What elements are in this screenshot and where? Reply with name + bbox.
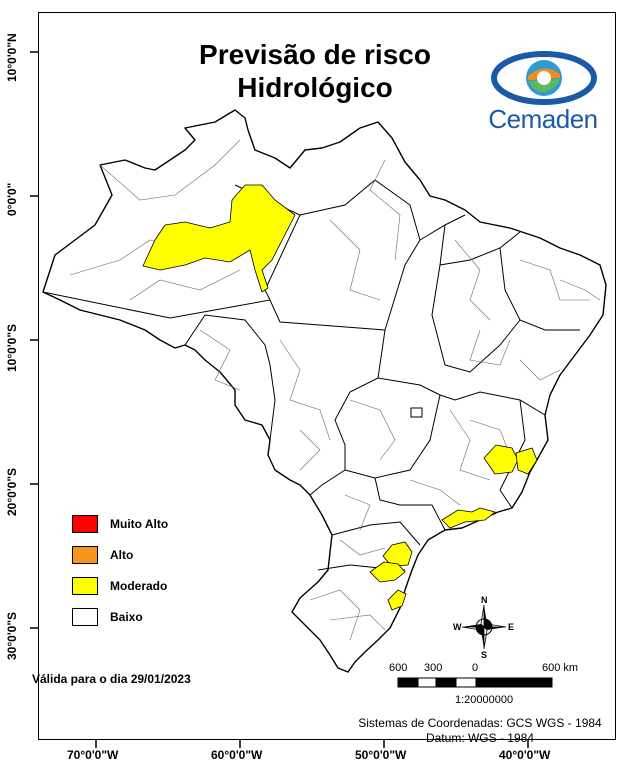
compass-e: E [508, 622, 515, 632]
title-line-2: Hidrológico [237, 72, 393, 103]
map-title: Previsão de risco Hidrológico [150, 38, 480, 104]
legend-item-muito-alto: Muito Alto [72, 508, 168, 539]
lon-label-40w: 40°0'0"W [499, 748, 551, 762]
legend-item-baixo: Baixo [72, 601, 168, 632]
lat-label-10s: 10°0'0"S [5, 323, 19, 372]
lon-label-70w: 70°0'0"W [67, 748, 119, 762]
legend-label-muito-alto: Muito Alto [110, 516, 169, 531]
compass-s: S [481, 650, 488, 660]
legend-swatch-alto [72, 545, 98, 564]
coordinate-system: Sistemas de Coordenadas: GCS WGS - 1984 … [350, 716, 610, 746]
compass-rose [461, 604, 507, 650]
lat-label-20s: 20°0'0"S [5, 467, 19, 516]
risk-area-santa-catarina [369, 561, 406, 583]
title-line-1: Previsão de risco [199, 39, 431, 70]
legend-item-moderado: Moderado [72, 570, 168, 601]
risk-area-amazonas [142, 184, 296, 293]
legend-label-moderado: Moderado [110, 578, 168, 593]
logo-text: Cemaden [488, 104, 598, 134]
lon-label-50w: 50°0'0"W [355, 748, 407, 762]
legend-label-baixo: Baixo [110, 609, 143, 624]
eye-logo-icon [491, 51, 597, 105]
compass-n: N [481, 595, 488, 605]
frame-ticks [30, 51, 529, 748]
cemaden-logo: Cemaden [478, 48, 608, 134]
risk-area-espirito-santo [515, 447, 538, 475]
scale-ratio: 1:20000000 [455, 694, 514, 706]
legend: Muito Alto Alto Moderado Baixo [72, 508, 168, 632]
legend-swatch-baixo [72, 607, 98, 626]
legend-label-alto: Alto [110, 547, 134, 562]
risk-area-rio-sao-paulo [441, 507, 496, 529]
legend-swatch-muito-alto [72, 514, 98, 533]
scale-bar [397, 677, 553, 688]
coordinate-system-line-2: Datum: WGS - 1984 [425, 731, 535, 745]
risk-areas-moderado [142, 184, 538, 611]
lat-label-30s: 30°0'0"S [5, 611, 19, 660]
scale-tick-300: 300 [424, 662, 443, 674]
scale-tick-600-left: 600 [389, 662, 408, 674]
risk-area-rio-grande [387, 589, 407, 611]
legend-item-alto: Alto [72, 539, 168, 570]
scale-tick-600-km: 600 km [542, 662, 579, 674]
compass-w: W [453, 622, 462, 632]
coordinate-system-line-1: Sistemas de Coordenadas: GCS WGS - 1984 [358, 716, 602, 730]
legend-swatch-moderado [72, 576, 98, 595]
lon-label-60w: 60°0'0"W [211, 748, 263, 762]
validity-date: Válida para o dia 29/01/2023 [32, 672, 191, 686]
lat-label-0: 0°0'0" [5, 182, 19, 216]
regional-borders [69, 139, 601, 641]
map-frame [38, 12, 616, 740]
scale-tick-0: 0 [472, 662, 479, 674]
lat-label-10n: 10°0'0"N [5, 33, 19, 82]
